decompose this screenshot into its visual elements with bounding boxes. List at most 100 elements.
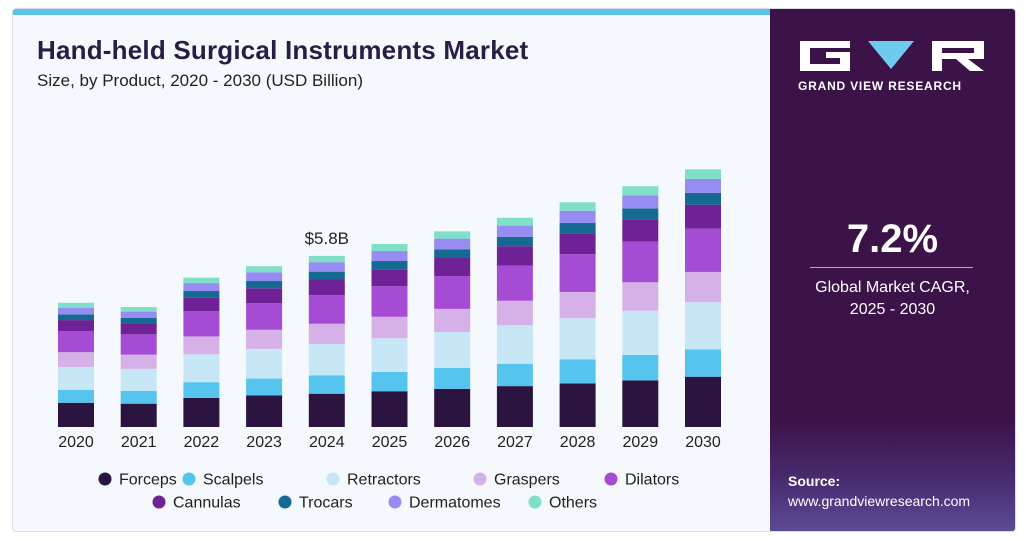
bar-segment-cannulas-2022 — [183, 297, 220, 312]
cagr-caption: Global Market CAGR, 2025 - 2030 — [770, 277, 1015, 321]
bar-segment-graspers-2024 — [308, 323, 345, 345]
bar-segment-cannulas-2029 — [622, 219, 659, 242]
cagr-period: 2025 - 2030 — [849, 301, 936, 318]
bar-segment-graspers-2027 — [496, 300, 533, 326]
bar-segment-scalpels-2021 — [120, 390, 157, 404]
bar-segment-others-2030 — [685, 169, 721, 179]
bar-segment-scalpels-2027 — [496, 363, 533, 387]
x-tick-label: 2023 — [246, 434, 282, 451]
bar-segment-dilators-2023 — [246, 303, 283, 330]
x-tick-label: 2027 — [497, 434, 533, 451]
bar-segment-cannulas-2025 — [371, 269, 408, 287]
bar-segment-dilators-2020 — [58, 331, 94, 353]
bar-segment-graspers-2021 — [120, 354, 157, 369]
bar-segment-scalpels-2024 — [308, 375, 345, 394]
bar-segment-dilators-2029 — [622, 241, 659, 283]
bar-segment-forceps-2021 — [120, 403, 157, 427]
x-tick-label: 2028 — [560, 434, 596, 451]
bar-segment-trocars-2020 — [58, 314, 94, 321]
bar-segment-dermatomes-2030 — [685, 178, 721, 193]
chart-subtitle: Size, by Product, 2020 - 2030 (USD Billi… — [37, 71, 363, 90]
bar-segment-dermatomes-2028 — [559, 210, 596, 223]
bar-segment-graspers-2029 — [622, 282, 659, 311]
bar-segment-cannulas-2027 — [496, 246, 533, 266]
bar-segment-trocars-2022 — [183, 291, 220, 298]
cagr-label: Global Market CAGR, — [815, 279, 970, 296]
legend-marker-forceps — [98, 472, 112, 486]
bar-segment-forceps-2027 — [496, 386, 533, 427]
bar-segment-cannulas-2023 — [246, 288, 283, 304]
bar-segment-dilators-2028 — [559, 254, 596, 292]
legend-label-trocars: Trocars — [299, 495, 353, 512]
bar-segment-scalpels-2026 — [434, 367, 471, 389]
bar-segment-forceps-2025 — [371, 391, 408, 427]
x-tick-label: 2025 — [372, 434, 408, 451]
bar-segment-trocars-2026 — [434, 249, 471, 258]
sidebar-wave-decoration — [770, 421, 1015, 531]
bar-segment-trocars-2021 — [120, 317, 157, 324]
bar-segment-graspers-2020 — [58, 352, 94, 368]
bar-segment-scalpels-2030 — [685, 349, 721, 377]
bar-segment-others-2029 — [622, 186, 659, 196]
bar-segment-dermatomes-2022 — [183, 283, 220, 292]
legend-marker-scalpels — [182, 472, 196, 486]
bar-segment-cannulas-2030 — [685, 204, 721, 229]
bar-segment-dermatomes-2026 — [434, 238, 471, 250]
bar-segment-cannulas-2020 — [58, 320, 94, 332]
bar-segment-dilators-2027 — [496, 265, 533, 301]
bar-segment-others-2022 — [183, 277, 220, 284]
bar-segment-retractors-2027 — [496, 325, 533, 364]
bar-segment-dermatomes-2024 — [308, 262, 345, 272]
infographic-card: Hand-held Surgical Instruments Market Si… — [12, 8, 1016, 532]
bar-segment-retractors-2028 — [559, 318, 596, 360]
bar-segment-others-2021 — [120, 307, 157, 312]
legend-marker-cannulas — [152, 495, 166, 509]
brand-name: GRAND VIEW RESEARCH — [798, 79, 962, 93]
bar-segment-graspers-2030 — [685, 271, 721, 303]
bar-segment-cannulas-2028 — [559, 233, 596, 255]
bar-segment-forceps-2022 — [183, 397, 220, 427]
bar-segment-cannulas-2024 — [308, 279, 345, 296]
legend-label-retractors: Retractors — [347, 472, 421, 489]
bar-segment-graspers-2028 — [559, 291, 596, 319]
cagr-value: 7.2% — [846, 217, 939, 261]
bar-segment-cannulas-2021 — [120, 323, 157, 335]
legend-label-cannulas: Cannulas — [173, 495, 241, 512]
stacked-bar-chart: 2020 2021 2022 2023 2024 $5.8B 2025 2026 2027 202… — [58, 169, 721, 512]
bar-segment-dilators-2026 — [434, 276, 471, 309]
bar-segment-forceps-2030 — [685, 376, 721, 427]
bar-segment-graspers-2023 — [246, 329, 283, 349]
bar-segment-dilators-2030 — [685, 228, 721, 272]
source-link[interactable]: www.grandviewresearch.com — [788, 493, 971, 509]
legend-marker-trocars — [278, 495, 292, 509]
x-tick-label: 2030 — [685, 434, 721, 451]
bar-segment-scalpels-2025 — [371, 371, 408, 392]
bar-segment-dilators-2022 — [183, 311, 220, 337]
bar-segment-others-2024 — [308, 255, 345, 263]
bar-segment-dermatomes-2021 — [120, 311, 157, 318]
cagr-divider — [810, 267, 973, 268]
legend-marker-retractors — [326, 472, 340, 486]
bar-segment-scalpels-2028 — [559, 359, 596, 384]
bar-segment-graspers-2022 — [183, 336, 220, 355]
legend-label-graspers: Graspers — [494, 472, 560, 489]
bar-segment-trocars-2023 — [246, 281, 283, 289]
bar-segment-others-2025 — [371, 244, 408, 252]
bar-segment-forceps-2029 — [622, 380, 659, 427]
brand-logo — [800, 41, 984, 71]
bar-segment-scalpels-2020 — [58, 389, 94, 403]
legend-marker-dilators — [604, 472, 618, 486]
bar-segment-forceps-2026 — [434, 388, 471, 427]
bar-segment-graspers-2026 — [434, 308, 471, 332]
bar-segment-retractors-2024 — [308, 344, 345, 376]
legend-label-dermatomes: Dermatomes — [409, 495, 501, 512]
bar-segment-dermatomes-2023 — [246, 272, 283, 282]
bar-segment-trocars-2030 — [685, 192, 721, 205]
x-tick-label: 2029 — [623, 434, 659, 451]
x-tick-label: 2024 — [309, 434, 345, 451]
legend-label-dilators: Dilators — [625, 472, 679, 489]
x-tick-label: 2026 — [434, 434, 470, 451]
bar-segment-retractors-2029 — [622, 310, 659, 355]
bar-segment-dermatomes-2020 — [58, 307, 94, 315]
x-tick-label: 2021 — [121, 434, 157, 451]
